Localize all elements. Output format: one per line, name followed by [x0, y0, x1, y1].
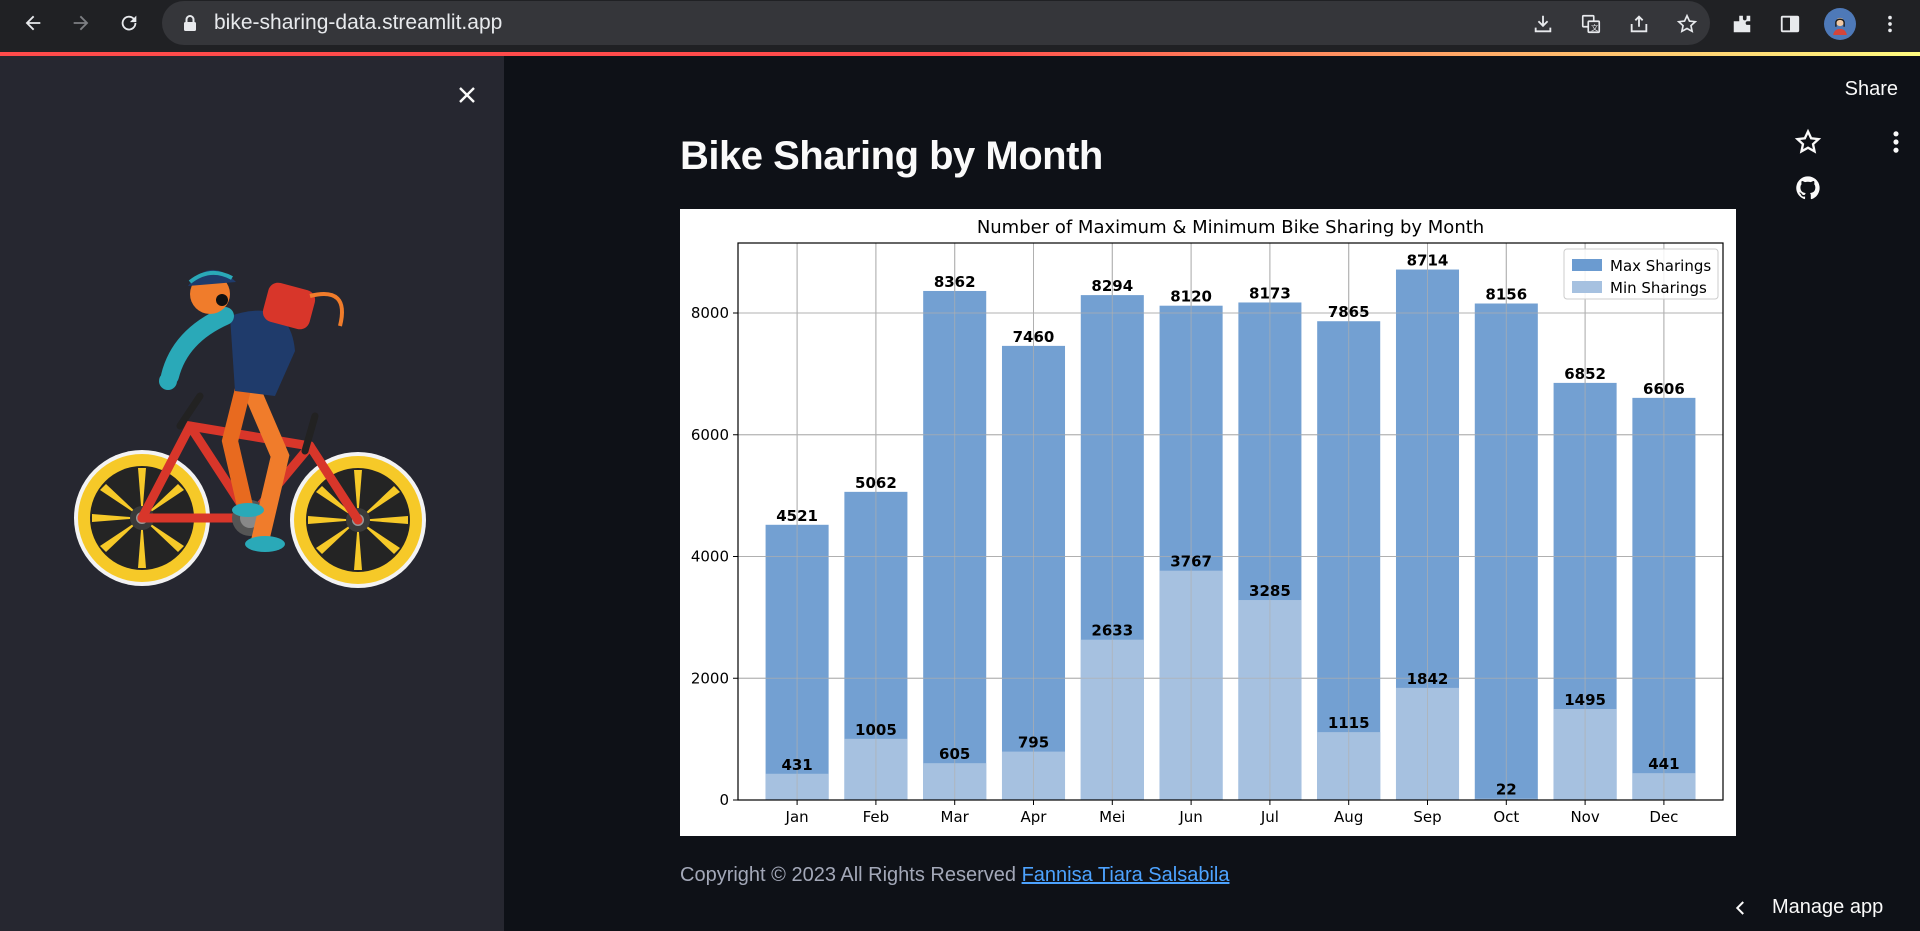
- x-tick-label: Feb: [863, 808, 890, 826]
- x-tick-label: Sep: [1413, 808, 1441, 826]
- y-tick-label: 2000: [691, 669, 729, 687]
- data-label-min: 2633: [1091, 622, 1133, 640]
- data-label-max: 6852: [1564, 365, 1606, 383]
- data-label-min: 441: [1648, 755, 1679, 773]
- manage-app-label: Manage app: [1772, 896, 1884, 918]
- author-link[interactable]: Fannisa Tiara Salsabila: [1021, 864, 1230, 886]
- data-label-max: 8714: [1407, 252, 1449, 270]
- legend-label: Max Sharings: [1610, 257, 1711, 275]
- manage-app-button[interactable]: Manage app: [1732, 896, 1883, 919]
- x-tick-label: Oct: [1493, 808, 1519, 826]
- data-label-max: 8156: [1485, 286, 1527, 304]
- x-tick-label: Mei: [1099, 808, 1125, 826]
- x-tick-label: Jul: [1260, 808, 1279, 826]
- data-label-max: 5062: [855, 474, 897, 492]
- install-app-icon[interactable]: [1530, 11, 1556, 37]
- data-label-max: 7460: [1013, 328, 1055, 346]
- data-label-min: 22: [1496, 781, 1517, 799]
- data-label-min: 1115: [1328, 714, 1370, 732]
- x-tick-label: Aug: [1334, 808, 1363, 826]
- github-icon[interactable]: [1794, 174, 1822, 202]
- legend-box: [1563, 248, 1719, 300]
- browser-toolbar: bike-sharing-data.streamlit.app 文: [0, 0, 1920, 54]
- chevron-left-icon: [1735, 900, 1744, 915]
- back-icon[interactable]: [18, 8, 48, 38]
- side-panel-icon[interactable]: [1776, 10, 1804, 38]
- data-label-max: 7865: [1328, 303, 1370, 321]
- forward-icon[interactable]: [66, 8, 96, 38]
- svg-text:文: 文: [1591, 23, 1599, 32]
- y-tick-label: 6000: [691, 426, 729, 444]
- address-bar[interactable]: bike-sharing-data.streamlit.app 文: [162, 1, 1710, 45]
- page-title: Bike Sharing by Month: [680, 134, 1103, 178]
- y-tick-label: 0: [719, 791, 729, 809]
- url-text: bike-sharing-data.streamlit.app: [214, 11, 503, 34]
- close-sidebar-icon[interactable]: [452, 80, 482, 110]
- legend-label: Min Sharings: [1610, 279, 1707, 297]
- x-tick-label: Nov: [1570, 808, 1599, 826]
- main-content: Share Bike Sharing by Month Number of Ma…: [504, 56, 1920, 931]
- data-label-min: 795: [1018, 734, 1049, 752]
- bookmark-star-icon[interactable]: [1674, 11, 1700, 37]
- data-label-min: 1495: [1564, 691, 1606, 709]
- copyright-text: Copyright © 2023 All Rights Reserved: [680, 864, 1022, 886]
- x-tick-label: Dec: [1649, 808, 1678, 826]
- data-label-min: 1005: [855, 721, 897, 739]
- data-label-min: 3767: [1170, 553, 1212, 571]
- sidebar: [0, 56, 504, 931]
- share-page-icon[interactable]: [1626, 11, 1652, 37]
- footer: Copyright © 2023 All Rights Reserved Fan…: [680, 864, 1229, 887]
- chart-title: Number of Maximum & Minimum Bike Sharing…: [977, 217, 1484, 238]
- translate-icon[interactable]: 文: [1578, 11, 1604, 37]
- cyclist-illustration: [74, 269, 426, 588]
- data-label-max: 8173: [1249, 284, 1291, 302]
- extensions-icon[interactable]: [1728, 10, 1756, 38]
- app-menu-icon[interactable]: [1882, 128, 1910, 156]
- browser-menu-icon[interactable]: [1876, 10, 1904, 38]
- data-label-max: 6606: [1643, 380, 1685, 398]
- x-tick-label: Jun: [1178, 808, 1202, 826]
- data-label-max: 8120: [1170, 288, 1212, 306]
- data-label-max: 8362: [934, 273, 976, 291]
- chart-svg: Number of Maximum & Minimum Bike Sharing…: [691, 217, 1724, 826]
- loading-progress-line: [0, 52, 1920, 56]
- share-button[interactable]: Share: [1844, 78, 1898, 100]
- star-icon[interactable]: [1794, 128, 1822, 156]
- y-tick-label: 4000: [691, 548, 729, 566]
- axes-frame: [737, 242, 1724, 801]
- data-label-max: 4521: [776, 507, 818, 525]
- x-tick-label: Apr: [1021, 808, 1048, 826]
- legend-swatch: [1572, 259, 1602, 271]
- data-label-min: 431: [781, 756, 812, 774]
- data-label-min: 605: [939, 745, 970, 763]
- x-tick-label: Mar: [941, 808, 970, 826]
- reload-icon[interactable]: [114, 8, 144, 38]
- y-tick-label: 8000: [691, 304, 729, 322]
- x-tick-label: Jan: [785, 808, 809, 826]
- data-label-min: 1842: [1407, 670, 1449, 688]
- profile-avatar[interactable]: [1824, 8, 1856, 40]
- legend-swatch: [1572, 281, 1602, 293]
- data-label-min: 3285: [1249, 582, 1291, 600]
- bar-chart: Number of Maximum & Minimum Bike Sharing…: [680, 209, 1736, 836]
- data-label-max: 8294: [1091, 277, 1133, 295]
- lock-icon: [184, 15, 196, 31]
